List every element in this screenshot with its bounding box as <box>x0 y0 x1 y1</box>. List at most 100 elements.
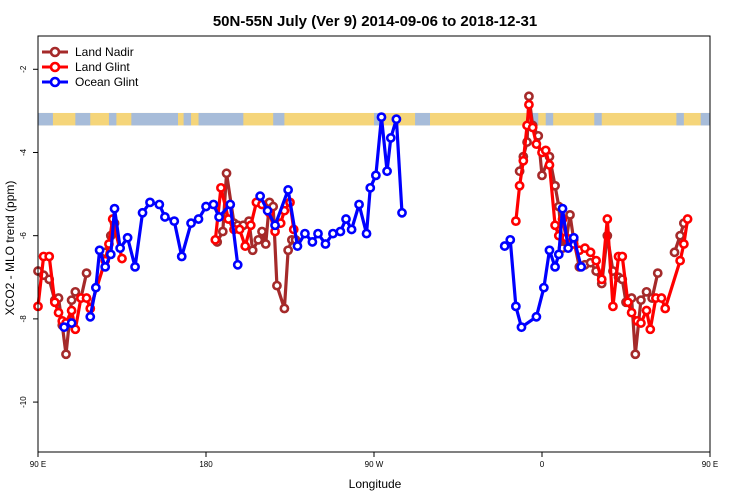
data-point <box>669 247 680 258</box>
y-tick-label: -2 <box>19 65 28 73</box>
data-point <box>253 234 264 245</box>
legend-marker <box>49 61 61 73</box>
data-point <box>365 182 376 193</box>
series-line <box>258 115 404 248</box>
data-point <box>596 274 607 285</box>
data-point <box>283 245 294 256</box>
data-point <box>81 268 92 279</box>
y-ticks: -2 -4 -6 -8 -10 <box>19 65 38 408</box>
data-point <box>550 261 560 272</box>
data-point <box>553 249 564 260</box>
data-point <box>283 185 294 195</box>
data-point <box>527 122 538 133</box>
series-layer <box>33 91 693 360</box>
y-axis-label: XCO2 - MLO trend (ppm) <box>3 181 17 316</box>
ocean-band-segment <box>676 112 684 126</box>
data-point <box>201 201 211 212</box>
data-point <box>66 295 77 306</box>
data-point <box>675 230 686 241</box>
data-point <box>656 293 667 303</box>
data-point <box>557 203 568 214</box>
data-point <box>115 243 126 254</box>
x-tick-label: 90 E <box>702 460 718 469</box>
data-point <box>257 226 267 237</box>
data-point <box>145 197 155 208</box>
data-point <box>361 228 372 239</box>
data-point <box>245 220 256 231</box>
data-point <box>328 228 338 239</box>
data-point <box>641 286 652 297</box>
data-point <box>262 205 273 216</box>
legend-label: Land Glint <box>75 60 130 74</box>
ocean-band-segment <box>183 112 192 126</box>
data-point <box>307 237 318 247</box>
legend-label: Ocean Glint <box>75 75 139 89</box>
data-point <box>397 207 407 218</box>
x-axis-label: Longitude <box>349 477 402 491</box>
land-ocean-band <box>38 112 710 126</box>
data-point <box>544 160 555 170</box>
data-point <box>59 322 70 333</box>
x-tick-label: 90 W <box>365 460 384 469</box>
ocean-band-segment <box>38 112 53 126</box>
data-point <box>44 251 55 262</box>
y-tick-label: -6 <box>19 232 28 240</box>
ocean-band-segment <box>198 112 244 126</box>
ocean-band-segment <box>545 112 554 126</box>
data-point <box>563 243 574 254</box>
ocean-band-segment <box>131 112 178 126</box>
x-ticks: 90 E 180 90 W 0 90 E <box>30 452 718 469</box>
data-point <box>137 207 148 218</box>
data-point <box>538 282 549 293</box>
x-tick-label: 0 <box>540 460 545 469</box>
data-point <box>94 245 105 256</box>
data-point <box>602 214 613 224</box>
ocean-band-segment <box>75 112 91 126</box>
data-point <box>85 311 96 322</box>
data-point <box>247 245 258 256</box>
data-point <box>232 259 243 270</box>
data-point <box>70 286 81 297</box>
data-point <box>320 239 331 249</box>
data-point <box>272 280 282 291</box>
data-point <box>608 301 618 312</box>
data-point <box>279 303 290 314</box>
ocean-band-segment <box>273 112 285 126</box>
data-point <box>568 232 579 243</box>
data-point <box>518 155 529 166</box>
x-tick-label: 90 E <box>30 460 46 469</box>
data-point <box>505 234 516 245</box>
data-point <box>193 214 204 224</box>
data-point <box>510 216 521 227</box>
data-point <box>660 303 671 314</box>
data-point <box>524 99 534 110</box>
ocean-band-segment <box>594 112 602 126</box>
data-point <box>617 251 628 262</box>
data-point <box>499 241 510 251</box>
y-tick-label: -10 <box>19 396 28 408</box>
data-point <box>117 253 127 264</box>
data-point <box>531 139 542 150</box>
x-tick-label: 180 <box>199 460 213 469</box>
ocean-band-segment <box>530 112 539 126</box>
data-point <box>210 234 221 245</box>
data-point <box>313 228 323 239</box>
data-point <box>122 232 133 243</box>
chart-title: 50N-55N July (Ver 9) 2014-09-06 to 2018-… <box>213 13 537 30</box>
data-point <box>370 170 381 181</box>
legend-marker <box>49 76 61 88</box>
data-point <box>537 170 547 181</box>
legend-label: Land Nadir <box>75 45 134 59</box>
data-point <box>645 324 656 335</box>
data-point <box>260 239 271 249</box>
data-point <box>622 297 633 308</box>
data-point <box>385 133 396 143</box>
data-point <box>524 91 534 102</box>
data-point <box>652 268 663 279</box>
data-point <box>341 214 351 224</box>
series-line <box>36 217 124 331</box>
data-point <box>576 261 587 272</box>
data-point <box>540 145 551 156</box>
data-point <box>255 191 266 202</box>
